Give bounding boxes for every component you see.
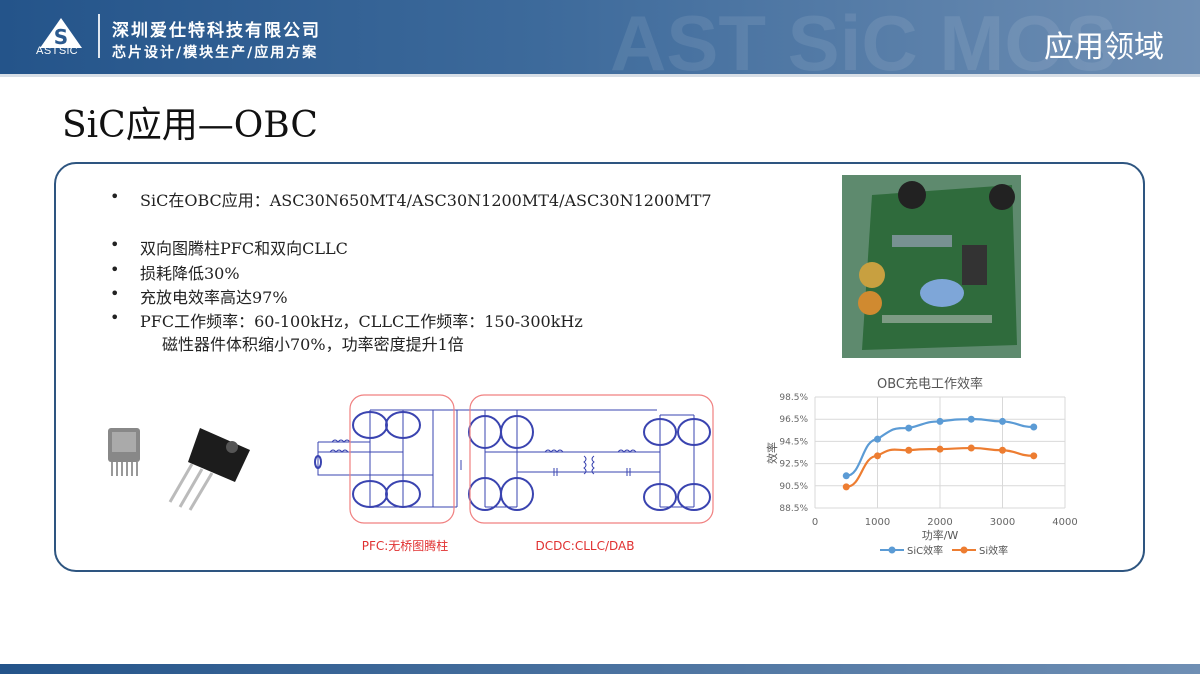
company-tagline: 芯片设计/模块生产/应用方案: [112, 45, 319, 61]
content-panel: [54, 162, 1145, 572]
data-point: [999, 417, 1006, 425]
to247-package-icon: [168, 428, 250, 511]
data-point: [905, 424, 913, 432]
watermark: AST SiC MOS: [610, 0, 1118, 87]
legend-label: SiC效率: [907, 544, 943, 557]
x-tick-label: 1000: [865, 517, 890, 528]
x-tick-label: 2000: [927, 517, 952, 528]
sic-device-packages: [108, 428, 250, 511]
data-point: [1030, 452, 1038, 460]
obc-circuit-diagram: PFC:无桥图腾柱 DCDC:CLLC/DAB: [314, 394, 714, 553]
data-point: [874, 435, 881, 443]
header-underline: [0, 74, 1200, 77]
bullet-text: 损耗降低30%: [140, 264, 240, 283]
bullet-text: PFC工作频率：60-100kHz，CLLC工作频率：150-300kHz: [140, 312, 583, 331]
legend-marker: [888, 546, 896, 554]
pfc-box: [349, 394, 455, 524]
legend-marker: [960, 546, 968, 554]
x-tick-label: 0: [812, 517, 818, 528]
bullet-dot: •: [110, 284, 120, 303]
logo-text: ASTSiC: [36, 45, 79, 57]
y-tick-label: 92.5%: [779, 460, 808, 470]
obc-board-photo: [842, 175, 1021, 358]
x-tick-label: 4000: [1052, 517, 1077, 528]
company-name: 深圳爱仕特科技有限公司: [112, 21, 321, 41]
data-point: [874, 452, 881, 460]
data-point: [1030, 423, 1038, 431]
dcdc-box: [469, 394, 714, 524]
y-tick-label: 88.5%: [779, 504, 808, 514]
data-point: [999, 446, 1006, 454]
page-title: SiC应用—OBC: [62, 105, 318, 146]
bullet-text: SiC在OBC应用：ASC30N650MT4/ASC30N1200MT4/ASC…: [140, 191, 712, 210]
data-point: [967, 444, 975, 452]
y-tick-label: 98.5%: [779, 393, 808, 403]
y-tick-label: 90.5%: [779, 482, 808, 492]
y-tick-label: 96.5%: [779, 415, 808, 425]
data-point: [936, 417, 944, 425]
astsic-logo-icon: S: [40, 18, 82, 49]
bullet-dot: •: [110, 235, 120, 254]
divider: [98, 14, 100, 58]
bullet-dot: •: [110, 187, 120, 206]
bullet-text: 充放电效率高达97%: [140, 288, 288, 307]
smd-package-icon: [108, 428, 140, 476]
legend-label: Si效率: [979, 544, 1008, 557]
x-axis-label: 功率/W: [922, 528, 959, 542]
data-point: [842, 472, 850, 480]
pfc-label: PFC:无桥图腾柱: [362, 538, 449, 553]
y-tick-label: 94.5%: [779, 437, 808, 447]
bullet-dot: •: [110, 260, 120, 279]
data-point: [936, 445, 944, 453]
footer-bar: [0, 664, 1200, 674]
data-point: [905, 446, 913, 454]
bullet-text: 双向图腾柱PFC和双向CLLC: [140, 239, 348, 258]
bullet-text: 磁性器件体积缩小70%，功率密度提升1倍: [162, 335, 464, 354]
chart-title: OBC充电工作效率: [877, 376, 983, 392]
y-axis-label: 效率: [765, 442, 779, 464]
data-point: [842, 483, 850, 491]
data-point: [967, 415, 975, 423]
pcb-image: [842, 175, 1021, 358]
section-title: 应用领域: [1044, 30, 1164, 65]
x-tick-label: 3000: [990, 517, 1015, 528]
svg-text:S: S: [54, 25, 68, 49]
dcdc-label: DCDC:CLLC/DAB: [536, 539, 635, 553]
efficiency-chart: OBC充电工作效率 效率 功率/W 98.5% 96.5% 94.5% 92.5% 90…: [765, 376, 1078, 557]
bullet-dot: •: [110, 308, 120, 327]
header-banner: AST SiC MOS S ASTSiC 深圳爱仕特科技有限公司 芯片设计/模块…: [0, 0, 1200, 87]
